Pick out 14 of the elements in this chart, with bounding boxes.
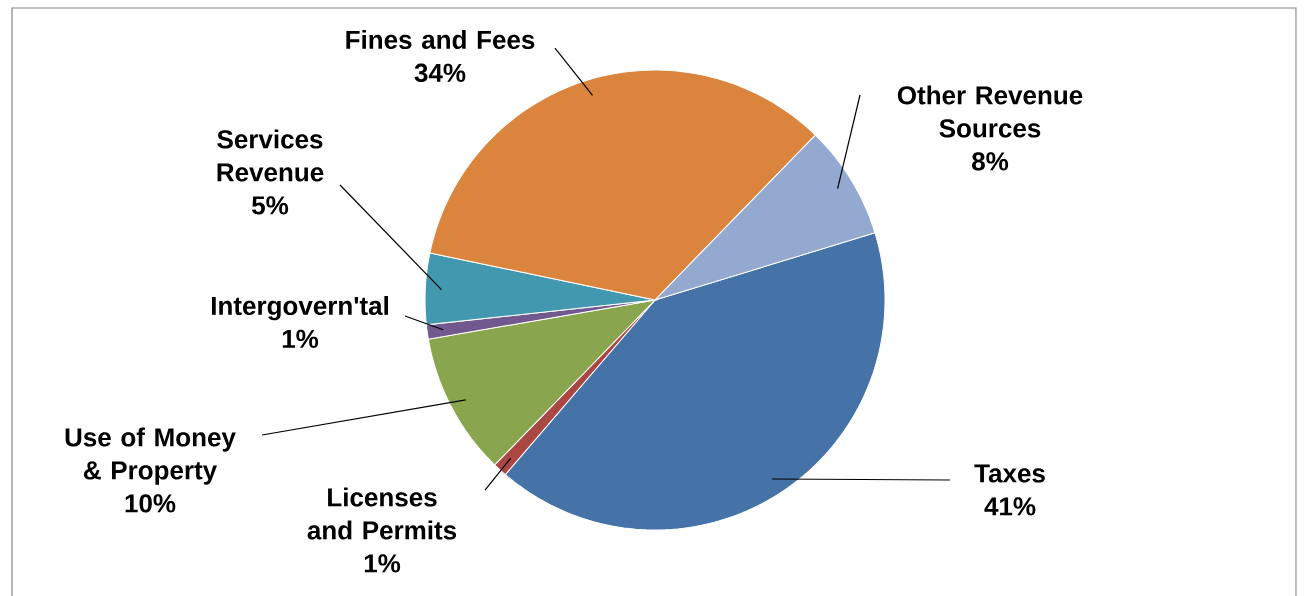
slice-label: Use of Money & Property — [65, 427, 236, 485]
data-label: 10% — [125, 494, 176, 513]
data-label: 34% — [414, 63, 466, 83]
slice-label: Intergovern'tal — [211, 295, 388, 321]
data-label: 41% — [984, 497, 1036, 516]
data-label: 8% — [972, 152, 1009, 171]
data-label: 1% — [364, 554, 401, 573]
data-label: 1% — [282, 329, 319, 349]
data-label: 5% — [252, 196, 289, 215]
slice-label: Taxes — [974, 464, 1045, 483]
slice-label: Fines and Fees — [346, 29, 535, 50]
slice-label: Services Revenue — [217, 129, 324, 182]
slice-label: Licenses and Permits — [307, 487, 457, 540]
slice-label: Other Revenue Sources — [897, 85, 1083, 138]
